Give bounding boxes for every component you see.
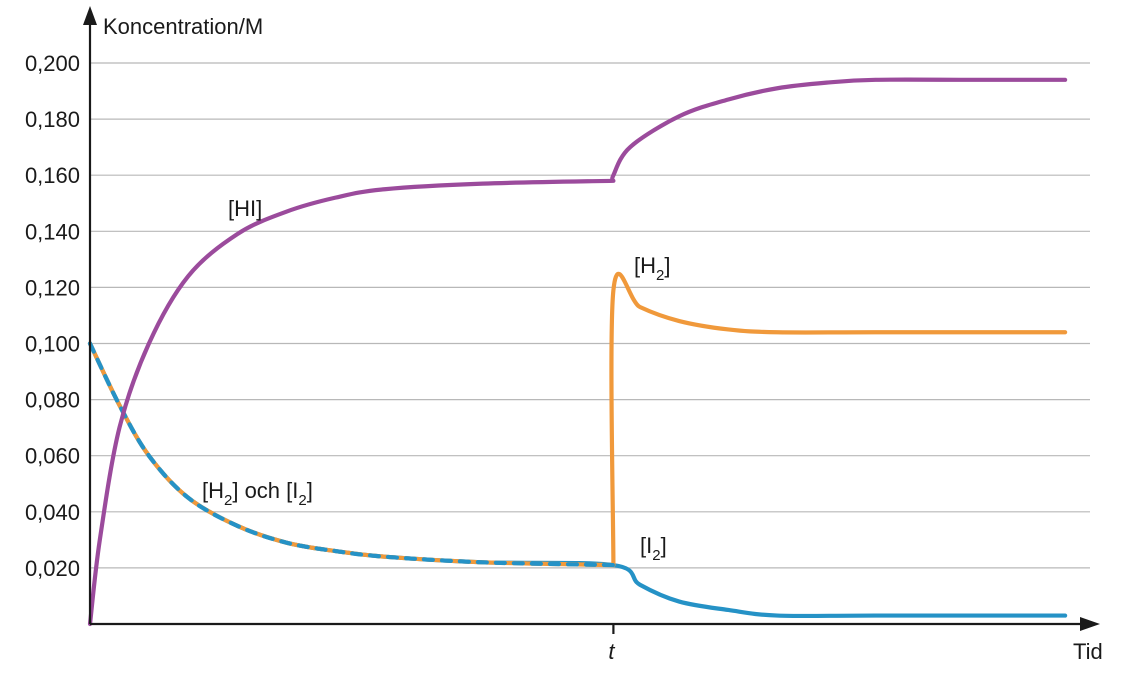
y-tick-label: 0,180 <box>25 107 80 132</box>
y-tick-label: 0,020 <box>25 556 80 581</box>
series-label-hi: [HI] <box>228 196 262 221</box>
series-label-i2-main: [I <box>640 533 652 558</box>
y-tick-label: 0,100 <box>25 332 80 357</box>
y-axis-title: Koncentration/M <box>103 14 263 39</box>
combined-label-mid: ] och [I <box>232 478 298 503</box>
combined-label-b-sub: 2 <box>298 492 306 509</box>
y-tick-label: 0,060 <box>25 444 80 469</box>
y-tick-label: 0,140 <box>25 219 80 244</box>
combined-label-a-sub: 2 <box>224 492 232 509</box>
y-tick-label: 0,080 <box>25 388 80 413</box>
series-label-h2-sub: 2 <box>656 267 664 284</box>
combined-label-a: [H <box>202 478 224 503</box>
y-axis-arrow <box>83 6 97 25</box>
t-marker-label: t <box>608 639 615 664</box>
series-label-i2: [I2] <box>640 533 667 564</box>
series-label-i2-sub: 2 <box>652 547 660 564</box>
series-label-i2-end: ] <box>661 533 667 558</box>
series-label-h2: [H2] <box>634 253 670 284</box>
series-lines <box>87 77 1068 627</box>
y-tick-label: 0,200 <box>25 51 80 76</box>
y-tick-labels: 0,020 0,040 0,060 0,080 0,100 0,120 0,140 0,160… <box>25 51 80 581</box>
series-line-hi <box>87 77 1068 627</box>
grid-lines <box>90 62 1090 569</box>
series-label-h2-and-i2: [H2] och [I2] <box>202 478 313 509</box>
y-tick-label: 0,040 <box>25 500 80 525</box>
y-tick-label: 0,160 <box>25 163 80 188</box>
series-label-h2-main: [H <box>634 253 656 278</box>
x-axis-arrow <box>1080 617 1100 631</box>
series-label-h2-end: ] <box>664 253 670 278</box>
x-axis-title: Tid <box>1073 639 1103 664</box>
y-tick-label: 0,120 <box>25 275 80 300</box>
combined-label-end: ] <box>307 478 313 503</box>
series-line-h2 <box>87 271 1068 568</box>
series-line-shared-dashed <box>87 341 616 568</box>
